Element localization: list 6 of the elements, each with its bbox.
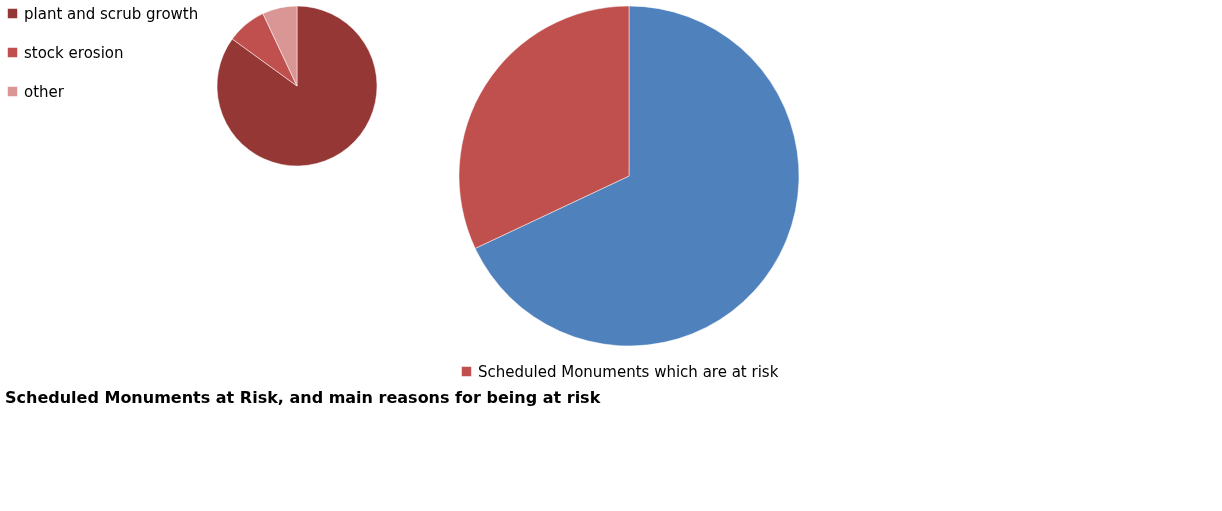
pie-slice <box>216 5 378 167</box>
legend-label: Scheduled Monuments which are at risk <box>478 362 779 381</box>
legend-label: plant and scrub growth <box>24 4 199 23</box>
legend-label: other <box>24 82 65 101</box>
text: Scheduled Monuments at Risk, and main reasons for being at risk <box>5 388 601 407</box>
legend-label: stock erosion <box>24 43 124 62</box>
